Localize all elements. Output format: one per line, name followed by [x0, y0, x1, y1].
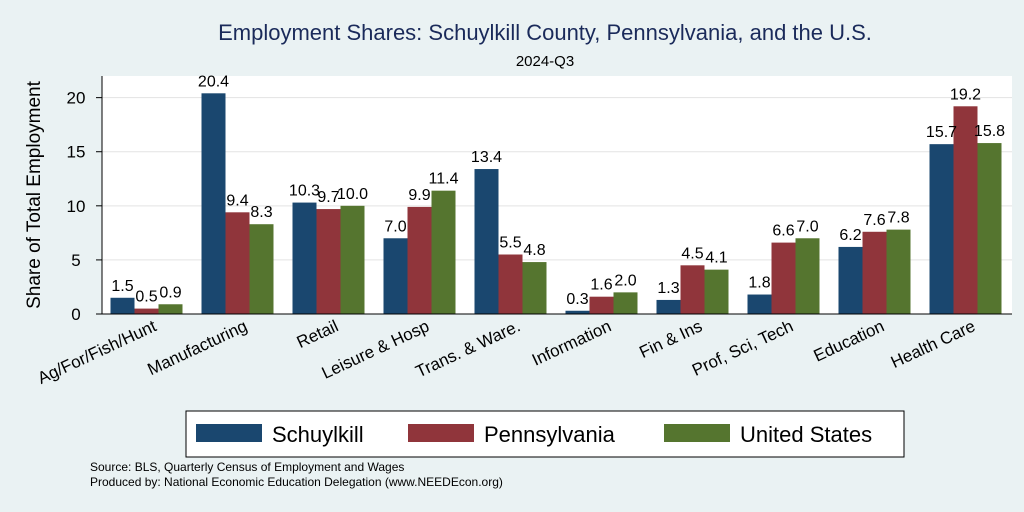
y-tick-label: 5 [71, 251, 80, 270]
bar-united-states [522, 262, 547, 314]
legend-label: Schuylkill [272, 422, 364, 447]
bar-value-label: 4.1 [705, 250, 727, 267]
bar-value-label: 10.0 [337, 186, 368, 203]
bar-pennsylvania [134, 308, 159, 314]
y-tick-label: 0 [71, 305, 80, 324]
bar-value-label: 6.2 [839, 227, 861, 244]
bar-value-label: 4.5 [681, 245, 703, 262]
bar-pennsylvania [862, 231, 887, 314]
bar-united-states [431, 190, 456, 314]
bar-value-label: 10.3 [289, 183, 320, 200]
legend-label: Pennsylvania [484, 422, 616, 447]
bar-united-states [977, 143, 1002, 314]
bar-value-label: 15.7 [926, 124, 957, 141]
bar-pennsylvania [771, 242, 796, 314]
bar-value-label: 7.8 [887, 210, 909, 227]
bar-value-label: 2.0 [614, 272, 636, 289]
bar-value-label: 9.4 [226, 192, 248, 209]
bar-value-label: 1.8 [748, 275, 770, 292]
bar-united-states [249, 224, 274, 314]
legend-swatch [664, 424, 730, 442]
bar-value-label: 11.4 [429, 171, 459, 188]
bar-value-label: 1.5 [111, 278, 133, 295]
bar-data-labels: 1.50.5 0.920.49.48.310.39.710.07.09.911.4… [111, 73, 1005, 307]
bar-value-label: 5.5 [499, 235, 521, 252]
bar-value-label: 20.4 [198, 73, 229, 90]
bar-schuylkill [565, 310, 590, 314]
legend-label: United States [740, 422, 872, 447]
bar-value-label: 7.0 [384, 218, 406, 235]
legend-box [185, 410, 905, 458]
bar-schuylkill [929, 144, 954, 314]
bar-value-label: 13.4 [471, 149, 502, 166]
legend-swatch [408, 424, 474, 442]
bar-value-label: 1.6 [590, 277, 612, 294]
source-note: Source: BLS, Quarterly Census of Employm… [90, 460, 404, 474]
bar-value-label: 0.9 [159, 284, 181, 301]
bar-schuylkill [110, 297, 135, 314]
bar-pennsylvania [498, 254, 523, 314]
bar-united-states [340, 205, 365, 314]
bars [110, 93, 1002, 315]
bar-pennsylvania [589, 296, 614, 314]
bar-schuylkill [292, 202, 317, 314]
bar-united-states [613, 292, 638, 314]
bar-value-label: 19.2 [950, 86, 981, 103]
legend-swatch [196, 424, 262, 442]
y-tick-label: 20 [67, 89, 86, 108]
bar-schuylkill [474, 169, 499, 314]
bar-schuylkill [656, 299, 681, 314]
produced-by-note: Produced by: National Economic Education… [90, 475, 503, 489]
bar-united-states [704, 269, 729, 314]
bar-pennsylvania [225, 212, 250, 314]
bar-value-label: 9.7 [317, 189, 339, 206]
bar-pennsylvania [316, 209, 341, 314]
chart-subtitle: 2024-Q3 [516, 53, 574, 70]
bar-value-label: 1.3 [657, 280, 679, 297]
bar-pennsylvania [953, 106, 978, 314]
bar-pennsylvania [680, 265, 705, 314]
bar-value-label: 9.9 [408, 187, 430, 204]
bar-value-label: 7.0 [796, 218, 818, 235]
bar-value-label: 15.8 [974, 123, 1005, 140]
bar-united-states [795, 238, 820, 314]
y-axis-label: Share of Total Employment [24, 80, 45, 308]
bar-united-states [158, 304, 183, 314]
chart-title: Employment Shares: Schuylkill County, Pe… [218, 20, 872, 45]
bar-schuylkill [838, 246, 863, 314]
y-tick-label: 10 [67, 197, 86, 216]
bar-value-label: 6.6 [772, 223, 794, 240]
bar-schuylkill [747, 294, 772, 314]
bar-value-label: 7.6 [863, 212, 885, 229]
bar-value-label: 0.3 [566, 291, 588, 308]
y-tick-label: 15 [67, 143, 86, 162]
bar-schuylkill [201, 93, 226, 315]
bar-value-label: 8.3 [250, 204, 272, 221]
bar-pennsylvania [407, 206, 432, 314]
bar-united-states [886, 229, 911, 314]
bar-value-label: 0.5 [135, 289, 157, 306]
bar-schuylkill [383, 238, 408, 314]
legend: Schuylkill Pennsylvania United States [185, 410, 905, 458]
y-axis-ticks: 0 5 10 15 20 [67, 89, 102, 324]
bar-value-label: 4.8 [523, 242, 545, 259]
